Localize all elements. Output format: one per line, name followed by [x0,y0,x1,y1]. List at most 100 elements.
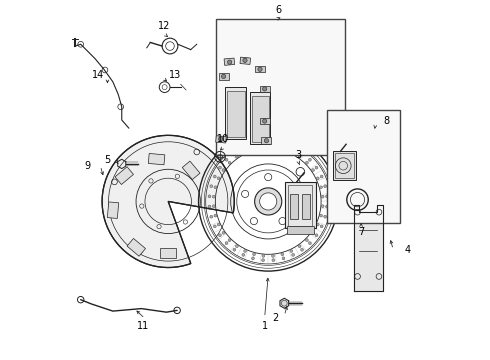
Circle shape [260,193,277,210]
Circle shape [219,137,223,141]
Circle shape [213,225,216,228]
Circle shape [217,223,220,226]
Bar [285,182,316,228]
Bar [302,194,310,219]
Circle shape [225,158,228,161]
Circle shape [243,58,247,63]
Circle shape [325,195,328,198]
Text: 7: 7 [358,227,364,237]
Circle shape [317,223,319,226]
Circle shape [312,168,315,171]
Circle shape [244,249,246,252]
Bar [288,185,312,226]
Circle shape [262,145,265,148]
Circle shape [212,205,215,208]
Circle shape [281,147,284,150]
Circle shape [321,195,324,198]
Bar [287,226,314,234]
Circle shape [228,239,231,242]
Circle shape [233,152,236,154]
Circle shape [292,253,294,256]
Circle shape [325,205,328,208]
Circle shape [290,249,293,252]
Text: 10: 10 [218,134,230,144]
Text: 4: 4 [404,245,411,255]
Bar [240,57,250,64]
Circle shape [281,253,284,256]
Bar [255,66,265,72]
Polygon shape [354,205,383,291]
Circle shape [298,155,301,158]
Circle shape [264,139,269,143]
Circle shape [271,255,274,257]
Circle shape [300,152,303,154]
Bar [327,111,400,223]
Circle shape [217,177,220,180]
Polygon shape [280,298,289,308]
Circle shape [253,147,255,150]
Circle shape [214,214,217,217]
Circle shape [242,253,245,256]
Text: 1: 1 [262,321,268,332]
Circle shape [320,225,323,228]
Circle shape [222,231,225,234]
Bar [115,167,133,185]
Circle shape [219,166,221,169]
Circle shape [228,161,231,164]
Circle shape [208,205,211,208]
Text: 6: 6 [276,5,282,15]
Circle shape [253,253,255,256]
Bar [224,58,235,65]
Circle shape [324,185,326,188]
Text: 2: 2 [272,312,278,323]
Circle shape [309,242,311,244]
Circle shape [244,150,246,153]
Bar [250,93,270,144]
Bar [333,152,356,180]
Bar [148,153,165,165]
Circle shape [315,234,318,237]
Circle shape [219,234,221,237]
Circle shape [320,175,323,178]
Text: 14: 14 [93,69,105,80]
Circle shape [262,141,265,144]
Circle shape [317,177,319,180]
Circle shape [262,255,265,257]
Bar [182,161,200,180]
Circle shape [212,195,215,198]
Circle shape [210,215,213,218]
Circle shape [227,60,232,64]
Circle shape [312,231,315,234]
Bar [227,91,245,137]
Circle shape [213,175,216,178]
Circle shape [208,195,211,198]
Circle shape [282,257,285,260]
Circle shape [222,168,225,171]
Bar [262,138,271,144]
Circle shape [263,87,267,91]
Bar [260,118,270,124]
Bar [216,136,226,143]
Circle shape [251,257,254,260]
Circle shape [255,188,282,215]
Circle shape [271,145,274,148]
Bar [290,194,297,219]
Circle shape [214,186,217,189]
Circle shape [235,155,238,158]
Bar [107,202,119,219]
Text: 12: 12 [158,21,171,31]
Text: 8: 8 [383,116,389,126]
Circle shape [210,185,213,188]
Circle shape [251,143,254,146]
Circle shape [305,161,308,164]
Circle shape [309,158,311,161]
Text: 13: 13 [169,69,181,80]
Circle shape [262,259,265,262]
Circle shape [290,150,293,153]
Circle shape [242,147,245,149]
Text: 5: 5 [104,156,111,165]
Circle shape [319,214,322,217]
Bar [252,96,269,143]
Circle shape [321,205,324,208]
Bar [260,86,270,92]
